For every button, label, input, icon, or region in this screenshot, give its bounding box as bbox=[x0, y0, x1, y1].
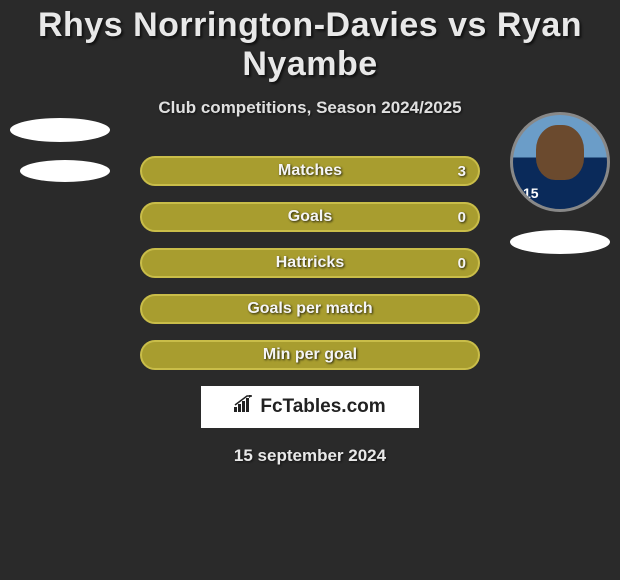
source-logo: FcTables.com bbox=[201, 386, 419, 428]
stat-value-right: 3 bbox=[458, 163, 466, 180]
stats-block: Matches 3 Goals 0 Hattricks 0 Goals per … bbox=[0, 156, 620, 370]
source-logo-text: FcTables.com bbox=[234, 395, 385, 419]
stat-label: Min per goal bbox=[142, 346, 478, 364]
stat-label: Matches bbox=[142, 162, 478, 180]
page-title: Rhys Norrington-Davies vs Ryan Nyambe bbox=[0, 0, 620, 84]
stat-pill-goals-per-match: Goals per match bbox=[140, 294, 480, 324]
stat-value-right: 0 bbox=[458, 209, 466, 226]
stat-label: Hattricks bbox=[142, 254, 478, 272]
bar-chart-icon bbox=[234, 395, 256, 419]
stat-pill-hattricks: Hattricks 0 bbox=[140, 248, 480, 278]
logo-label: FcTables.com bbox=[260, 396, 385, 418]
stat-row: Goals 0 bbox=[0, 202, 620, 232]
stat-label: Goals bbox=[142, 208, 478, 226]
stat-pill-matches: Matches 3 bbox=[140, 156, 480, 186]
date-text: 15 september 2024 bbox=[0, 446, 620, 466]
stat-row: Hattricks 0 bbox=[0, 248, 620, 278]
stat-label: Goals per match bbox=[142, 300, 478, 318]
stat-row: Matches 3 bbox=[0, 156, 620, 186]
stat-value-right: 0 bbox=[458, 255, 466, 272]
stat-row: Min per goal bbox=[0, 340, 620, 370]
stat-pill-min-per-goal: Min per goal bbox=[140, 340, 480, 370]
stat-pill-goals: Goals 0 bbox=[140, 202, 480, 232]
stat-row: Goals per match bbox=[0, 294, 620, 324]
player-left-avatar-placeholder bbox=[10, 118, 110, 142]
